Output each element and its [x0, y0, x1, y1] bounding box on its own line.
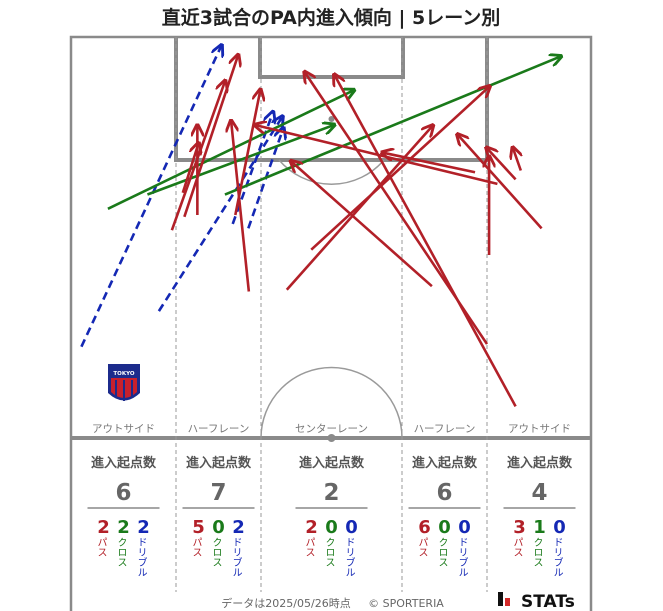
- lane-label: アウトサイド: [508, 423, 571, 435]
- dribble-arrow: [80, 46, 221, 348]
- lane-total: 2: [323, 480, 339, 506]
- lane-dribble-count: 0: [458, 517, 471, 538]
- goal-area: [258, 37, 405, 79]
- lane-header: 進入起点数: [299, 455, 365, 471]
- stats-logo: STATs: [498, 592, 575, 611]
- copyright: © SPORTERIA: [368, 597, 444, 610]
- lane-pass-label: パス: [303, 537, 315, 557]
- center-circle: [260, 366, 403, 439]
- lane-dribble-count: 2: [232, 517, 245, 538]
- pass-arrow: [310, 87, 489, 251]
- team-logo: TOKYO: [108, 364, 140, 401]
- pass-arrow: [183, 56, 238, 218]
- lane-pass-count: 6: [418, 517, 431, 538]
- lane-pass-label: パス: [190, 537, 202, 557]
- lane-pass-label: パス: [511, 537, 523, 557]
- lane-cross-label: クロス: [436, 537, 447, 567]
- lane-label: ハーフレーン: [414, 423, 476, 435]
- lane-total: 7: [210, 480, 226, 506]
- lane-cross-label: クロス: [323, 537, 334, 567]
- pass-arrow: [256, 125, 498, 186]
- lane-cross-count: 0: [438, 517, 451, 538]
- lane-labels: アウトサイド ハーフレーン センターレーン ハーフレーン アウトサイド: [92, 423, 571, 435]
- pass-arrow: [458, 135, 543, 230]
- lane-cross-label: クロス: [531, 537, 542, 567]
- lane-dribble-label: ドリブル: [135, 537, 147, 577]
- pass-arrow: [335, 75, 517, 407]
- lane-pass-count: 5: [192, 517, 205, 538]
- lane-dribble-label: ドリブル: [551, 537, 563, 577]
- lane-header: 進入起点数: [186, 455, 252, 471]
- lane-cross-count: 1: [533, 517, 546, 538]
- stats-logo-bar: [498, 592, 503, 606]
- chart-title: 直近3試合のPA内進入傾向 | 5レーン別: [162, 6, 501, 29]
- lane-header: 進入起点数: [507, 455, 573, 471]
- lane-total: 6: [436, 480, 452, 506]
- lane-total: 4: [531, 480, 547, 506]
- cross-arrow: [107, 90, 353, 210]
- lane-cross-count: 0: [212, 517, 225, 538]
- lane-stats: 進入起点数62パス2クロス2ドリブル進入起点数75パス0クロス2ドリブル進入起点…: [87, 455, 576, 577]
- lane-dribble-count: 0: [345, 517, 358, 538]
- lane-pass-label: パス: [416, 537, 428, 557]
- lane-label: センターレーン: [295, 423, 368, 435]
- cross-arrow: [224, 57, 560, 196]
- pass-arrow: [285, 126, 433, 291]
- lane-cross-count: 0: [325, 517, 338, 538]
- penalty-spot: [328, 116, 335, 122]
- pass-arrow: [231, 122, 251, 292]
- pass-arrow: [383, 153, 476, 174]
- pass-arrow: [513, 148, 521, 171]
- date-note: データは2025/05/26時点: [221, 596, 350, 610]
- stats-logo-bar: [505, 598, 510, 606]
- lane-dribble-count: 0: [553, 517, 566, 538]
- lane-pass-count: 2: [97, 517, 110, 538]
- lane-label: ハーフレーン: [188, 423, 250, 435]
- lane-pass-count: 2: [305, 517, 318, 538]
- lane-dribble-label: ドリブル: [343, 537, 355, 577]
- lane-cross-label: クロス: [210, 537, 221, 567]
- lane-pass-count: 3: [513, 517, 526, 538]
- lane-dribble-label: ドリブル: [456, 537, 468, 577]
- lane-total: 6: [115, 480, 131, 506]
- lane-header: 進入起点数: [412, 455, 478, 471]
- lane-label: アウトサイド: [92, 423, 155, 435]
- pass-arrow: [291, 162, 433, 288]
- center-spot: [327, 434, 336, 442]
- stats-brand: STATs: [521, 592, 575, 611]
- lane-cross-count: 2: [117, 517, 130, 538]
- lane-cross-label: クロス: [115, 537, 126, 567]
- pass-arrow: [234, 90, 260, 216]
- pitch-outline: [69, 35, 593, 611]
- pass-arrow: [181, 144, 199, 194]
- team-crest-lettering: TOKYO: [113, 371, 134, 377]
- pass-arrow: [487, 148, 517, 181]
- lane-dribble-label: ドリブル: [230, 537, 242, 577]
- entry-arrows: [80, 46, 560, 407]
- lane-header: 進入起点数: [91, 455, 157, 471]
- lane-pass-label: パス: [95, 537, 107, 557]
- lane-dribble-count: 2: [137, 517, 150, 538]
